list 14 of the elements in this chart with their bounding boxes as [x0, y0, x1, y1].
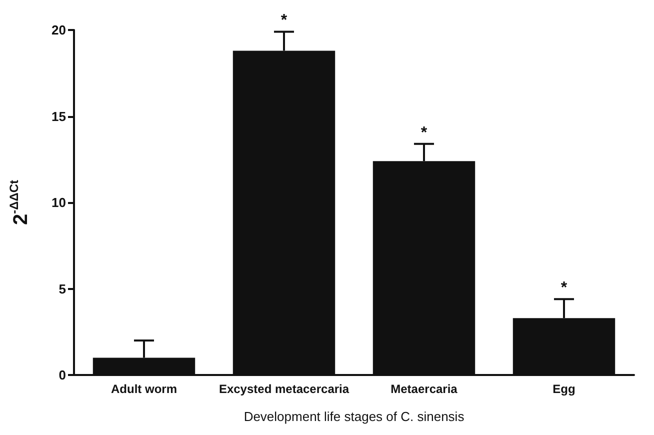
y-tick-label: 20 [52, 22, 66, 38]
y-tick-label: 5 [58, 281, 66, 296]
x-tick-label: Egg [552, 382, 576, 396]
x-tick-label: Metaercaria [390, 382, 458, 396]
annotation: * [420, 124, 428, 142]
x-axis-title: Development life stages of C. sinensis [244, 409, 465, 424]
y-tick-label: 0 [58, 368, 66, 382]
annotation: * [560, 280, 568, 297]
y-tick-label: 10 [52, 195, 66, 210]
annotation: * [280, 12, 288, 30]
x-tick-label: Adult worm [111, 382, 177, 396]
y-tick-label: 15 [52, 108, 66, 124]
x-tick-label: Excysted metacercaria [218, 382, 350, 396]
y-axis-title: 2-ΔΔCt [7, 180, 32, 226]
